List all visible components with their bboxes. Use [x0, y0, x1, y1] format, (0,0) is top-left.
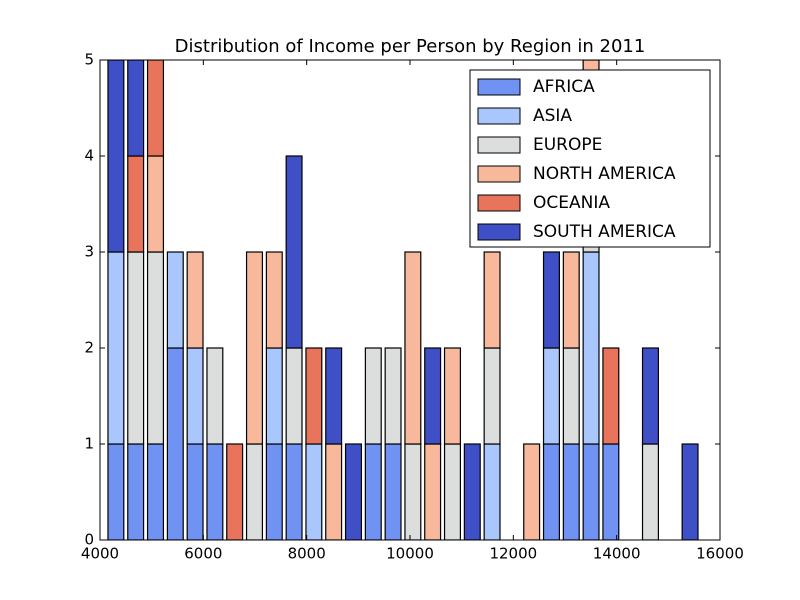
bar	[424, 443, 442, 540]
bar	[641, 443, 659, 540]
bar	[146, 443, 165, 540]
x-tick-label: 10000	[386, 545, 434, 563]
x-tick-label: 6000	[184, 545, 222, 563]
bar	[127, 251, 145, 445]
legend-swatch	[477, 194, 521, 212]
bar	[127, 155, 145, 253]
legend-box	[469, 69, 711, 248]
bar	[166, 251, 184, 349]
bar	[166, 347, 184, 540]
bar	[443, 347, 462, 445]
bar	[681, 443, 699, 540]
bar	[424, 347, 442, 445]
bar	[404, 443, 422, 540]
bar	[107, 60, 125, 253]
bars	[107, 60, 699, 540]
bar	[542, 251, 560, 349]
bar	[325, 347, 343, 445]
bar	[107, 251, 125, 445]
bar	[146, 60, 165, 157]
bar	[265, 251, 283, 349]
bar	[562, 347, 580, 445]
bar	[206, 443, 224, 540]
bar	[542, 443, 560, 540]
legend-swatch	[477, 107, 521, 125]
legend-swatch	[477, 136, 521, 154]
y-tick-label: 5	[84, 51, 94, 69]
bar	[463, 443, 481, 540]
legend-swatch	[477, 78, 521, 96]
bar	[265, 347, 283, 445]
bar	[245, 443, 264, 540]
legend-label: ASIA	[533, 106, 572, 126]
bar	[265, 443, 283, 540]
y-tick-label: 2	[84, 339, 94, 357]
bar	[285, 443, 303, 540]
legend-swatch	[477, 165, 521, 183]
y-tick-label: 4	[84, 147, 94, 165]
legend-label: OCEANIA	[533, 193, 610, 213]
bar	[186, 347, 204, 445]
bar	[523, 443, 541, 540]
bar	[602, 443, 620, 540]
bar	[186, 251, 204, 349]
bar	[285, 347, 303, 445]
x-tick-label: 12000	[489, 545, 537, 563]
bar	[325, 443, 343, 540]
bar	[226, 443, 244, 540]
bar	[483, 251, 501, 349]
axes: 4000 6000 8000 10000 12000 14000 16000 0 1 2 3 4 5	[81, 51, 744, 563]
bar	[364, 443, 382, 540]
y-tick-label: 0	[84, 531, 94, 549]
bar	[107, 443, 125, 540]
bar	[206, 347, 224, 445]
bar	[384, 347, 402, 445]
bar	[602, 347, 620, 445]
bar	[344, 443, 363, 540]
bar	[305, 443, 323, 540]
bar	[443, 443, 462, 540]
legend-label: NORTH AMERICA	[533, 164, 676, 184]
x-tick-label: 8000	[288, 545, 326, 563]
bar	[582, 251, 600, 445]
legend: AFRICA ASIA EUROPE NORTH AMERICA OCEANIA SOUT…	[469, 69, 711, 248]
bar	[542, 347, 560, 445]
bar	[483, 443, 501, 540]
y-tick-label: 3	[84, 243, 94, 261]
x-tick-label: 4000	[81, 545, 119, 563]
legend-label: EUROPE	[533, 135, 602, 155]
legend-label: AFRICA	[533, 77, 595, 97]
x-tick-label: 16000	[696, 545, 744, 563]
bar	[364, 347, 382, 445]
bar	[285, 155, 303, 349]
bar	[127, 60, 145, 157]
bar	[186, 443, 204, 540]
bar	[127, 443, 145, 540]
bar	[146, 155, 165, 253]
bar	[483, 347, 501, 445]
bar	[641, 347, 659, 445]
chart-title: Distribution of Income per Person by Reg…	[175, 36, 646, 57]
bar	[305, 347, 323, 445]
legend-swatch	[477, 223, 521, 241]
bar	[245, 251, 264, 445]
y-tick-label: 1	[84, 435, 94, 453]
bar	[384, 443, 402, 540]
bar	[582, 443, 600, 540]
bar	[404, 251, 422, 445]
legend-label: SOUTH AMERICA	[533, 222, 676, 242]
bar	[146, 251, 165, 445]
bar	[562, 443, 580, 540]
bar	[562, 251, 580, 349]
x-tick-label: 14000	[593, 545, 641, 563]
